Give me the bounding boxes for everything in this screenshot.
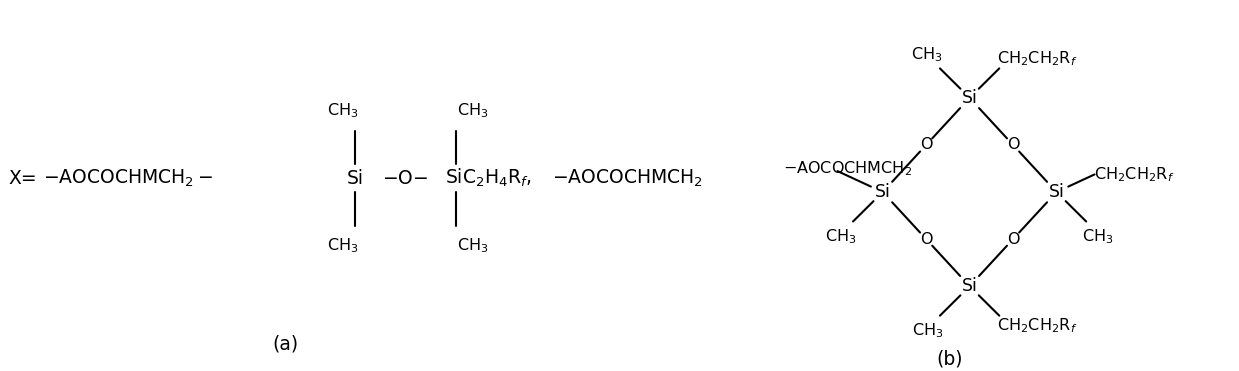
Text: CH$_{2}$CH$_{2}$R$_f$: CH$_{2}$CH$_{2}$R$_f$ (997, 49, 1078, 68)
Text: (b): (b) (937, 349, 963, 368)
Text: CH$_{3}$: CH$_{3}$ (1083, 227, 1114, 246)
Text: $-$O$-$: $-$O$-$ (382, 169, 429, 188)
Text: Si: Si (347, 169, 364, 188)
Text: CH$_{3}$: CH$_{3}$ (825, 227, 857, 246)
Text: CH$_{2}$CH$_{2}$R$_f$: CH$_{2}$CH$_{2}$R$_f$ (997, 316, 1078, 335)
Text: CH$_{3}$: CH$_{3}$ (327, 101, 358, 120)
Text: O: O (919, 232, 933, 247)
Text: O: O (1007, 232, 1020, 247)
Text: CH$_{3}$: CH$_{3}$ (457, 236, 489, 255)
Text: O: O (919, 137, 933, 152)
Text: SiC$_{2}$H$_{4}$R$_f$,: SiC$_{2}$H$_{4}$R$_f$, (445, 167, 533, 189)
Text: X=: X= (9, 169, 37, 188)
Text: O: O (1007, 137, 1020, 152)
Text: CH$_{3}$: CH$_{3}$ (327, 236, 358, 255)
Text: CH$_{2}$CH$_{2}$R$_f$: CH$_{2}$CH$_{2}$R$_f$ (1094, 165, 1175, 184)
Text: Si: Si (961, 277, 978, 295)
Text: $-$AOCOCHMCH$_{2}-$: $-$AOCOCHMCH$_{2}-$ (42, 167, 213, 189)
Text: CH$_{3}$: CH$_{3}$ (911, 45, 943, 64)
Text: (a): (a) (273, 334, 299, 353)
Text: Si: Si (875, 183, 891, 201)
Text: Si: Si (1048, 183, 1064, 201)
Text: CH$_{3}$: CH$_{3}$ (912, 321, 944, 340)
Text: $-$AOCOCHMCH$_{2}$: $-$AOCOCHMCH$_{2}$ (783, 160, 912, 178)
Text: $-$AOCOCHMCH$_{2}$: $-$AOCOCHMCH$_{2}$ (553, 167, 703, 189)
Text: CH$_{3}$: CH$_{3}$ (457, 101, 489, 120)
Text: Si: Si (961, 89, 978, 107)
